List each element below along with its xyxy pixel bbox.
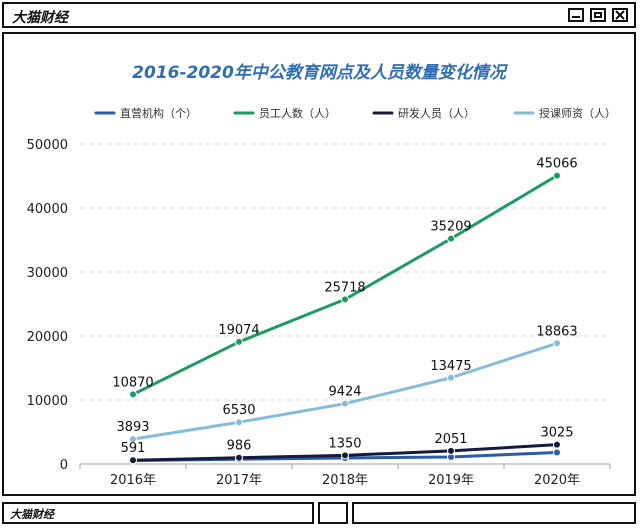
data-label: 1350 xyxy=(328,436,361,451)
data-label: 19074 xyxy=(218,323,259,338)
data-point xyxy=(235,418,243,427)
legend-label: 直营机构（个） xyxy=(120,106,197,120)
data-point xyxy=(553,440,561,449)
data-label: 35209 xyxy=(430,220,471,235)
data-point xyxy=(447,373,455,382)
data-point xyxy=(129,435,137,444)
y-tick-label: 30000 xyxy=(27,266,68,281)
y-tick-label: 40000 xyxy=(27,202,68,217)
data-point xyxy=(341,399,349,408)
title-bar: 大猫财经 xyxy=(2,2,636,28)
data-label: 6530 xyxy=(222,403,255,418)
legend-label: 员工人数（人） xyxy=(259,107,336,120)
legend-label: 研发人员（人） xyxy=(398,106,475,120)
data-label: 591 xyxy=(121,441,146,456)
y-tick-label: 10000 xyxy=(27,394,68,409)
x-tick-label: 2020年 xyxy=(534,473,580,488)
x-tick-label: 2018年 xyxy=(322,473,368,488)
footer-brand-logo: 大猫财经 xyxy=(10,508,54,521)
close-icon[interactable] xyxy=(612,8,628,22)
legend-label: 授课师资（人） xyxy=(539,106,616,120)
footer-left: 大猫财经 xyxy=(2,502,314,524)
data-label: 3025 xyxy=(540,426,573,441)
data-point xyxy=(129,456,137,465)
x-tick-label: 2016年 xyxy=(110,473,156,488)
minimize-icon[interactable] xyxy=(568,8,584,22)
x-tick-label: 2017年 xyxy=(216,473,262,488)
chart-panel: 2016-2020年中公教育网点及人员数量变化情况直营机构（个） 员工人数（人） 研… xyxy=(2,32,636,496)
data-point xyxy=(129,390,137,399)
brand-logo: 大猫财经 xyxy=(12,10,68,26)
x-tick-label: 2019年 xyxy=(428,473,474,488)
footer-middle xyxy=(318,502,348,524)
footer-right xyxy=(352,502,636,524)
data-label: 25718 xyxy=(324,280,365,295)
data-point xyxy=(447,234,455,243)
data-label: 13475 xyxy=(430,359,471,374)
data-point xyxy=(553,171,561,180)
data-point xyxy=(553,448,561,457)
data-label: 9424 xyxy=(328,385,361,400)
data-label: 45066 xyxy=(536,157,577,172)
data-label: 986 xyxy=(227,439,252,454)
data-point xyxy=(235,337,243,346)
y-tick-label: 50000 xyxy=(27,138,68,153)
data-label: 2051 xyxy=(434,432,467,447)
data-point xyxy=(447,446,455,455)
y-tick-label: 0 xyxy=(60,458,68,473)
chart-title: 2016-2020年中公教育网点及人员数量变化情况 xyxy=(132,63,509,83)
data-label: 18863 xyxy=(536,324,577,339)
data-label: 3893 xyxy=(116,420,149,435)
maximize-icon[interactable] xyxy=(590,8,606,22)
data-point xyxy=(235,453,243,462)
data-label: 10870 xyxy=(112,375,153,390)
y-tick-label: 20000 xyxy=(27,330,68,345)
data-point xyxy=(341,451,349,460)
data-point xyxy=(553,339,561,348)
data-point xyxy=(341,295,349,304)
